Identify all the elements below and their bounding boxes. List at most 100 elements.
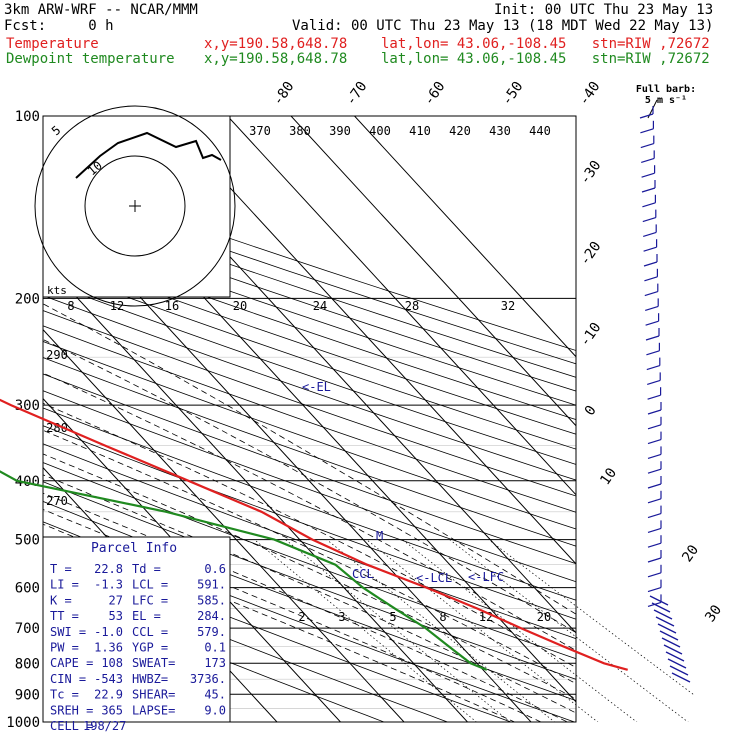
isotherm-line: [290, 116, 576, 427]
wind-barb-icon: [669, 665, 689, 676]
dry-adiabat: [43, 481, 576, 680]
isotherm-label: -50: [499, 79, 527, 109]
moist-adiabat: [43, 509, 542, 722]
mixing-ratio-label: 2: [298, 610, 305, 624]
wind-barb-icon: [647, 557, 662, 563]
wind-barb-icon: [671, 672, 691, 683]
parcel-info-label: LAPSE=: [132, 703, 175, 717]
wind-barb-icon: [643, 261, 658, 267]
hodograph-ring-10: [34, 105, 236, 307]
parcel-info-value: 3736.: [190, 672, 226, 686]
parcel-info-value: 0.6: [204, 562, 226, 576]
wind-barb-icon: [657, 623, 677, 634]
isotherm-line: [43, 397, 342, 722]
isotherm-line: [163, 116, 576, 565]
dry-adiabat: [43, 357, 576, 547]
parcel-info-label: SWI =: [50, 625, 86, 639]
wind-barb-icon: [645, 335, 660, 341]
dry-adiabat: [43, 390, 576, 583]
dry-adiabat: [43, 500, 576, 702]
annotation-lcl: <-LCL: [416, 571, 452, 585]
wind-barb-icon: [649, 595, 669, 606]
annotation-ccl: CCL: [352, 567, 374, 581]
wind-barb-icon: [659, 630, 679, 641]
moist-adiabat: [43, 402, 576, 669]
wind-barb-icon: [646, 350, 660, 356]
parcel-info-value: 579.: [197, 625, 226, 639]
temperature-profile: [0, 398, 628, 671]
wind-barb-icon: [647, 498, 662, 504]
pressure-tick-label: 500: [15, 533, 40, 549]
wind-barb-icon: [647, 483, 662, 489]
dry-adiabat: [43, 211, 576, 392]
wind-barb-icon: [643, 231, 657, 237]
parcel-info-label: SREH =: [50, 703, 93, 717]
parcel-info-label: CAPE =: [50, 656, 93, 670]
isotherm-label: 10: [597, 465, 620, 488]
moist-adiabat: [43, 372, 576, 651]
isotherm-line: [43, 259, 469, 722]
init-time: Init: 00 UTC Thu 23 May 13: [494, 2, 714, 18]
parcel-info-value: 585.: [197, 593, 226, 607]
annotation-el: <-EL: [302, 380, 331, 394]
parcel-info-title: Parcel Info: [91, 541, 177, 556]
mixing-ratio-label: 5: [389, 610, 396, 624]
isotherm-label: -10: [577, 320, 605, 350]
parcel-info-label: PW =: [50, 641, 79, 655]
wind-barb-icon: [644, 276, 658, 282]
isotherm-label: -60: [421, 79, 449, 109]
mixing-ratio-line: [366, 539, 599, 722]
pressure-tick-label: 800: [15, 656, 40, 672]
temperature-legend: Temperature: [6, 36, 99, 52]
parcel-info-value: 591.: [197, 578, 226, 592]
parcel-info-value: 173: [204, 656, 226, 670]
moist-adiabat: [43, 339, 576, 634]
wind-barb-icon: [645, 320, 659, 326]
pressure-tick-label: 900: [15, 687, 40, 703]
dry-adiabat: [43, 425, 576, 620]
mixing-ratio-label: 24: [313, 299, 327, 313]
wind-barb-icon: [647, 424, 662, 430]
dry-adiabat: [43, 198, 576, 378]
theta-label: 370: [249, 124, 271, 138]
isotherm-label: 0: [582, 403, 600, 419]
wind-barb-icon: [641, 187, 656, 193]
parcel-info-label: HWBZ=: [132, 672, 168, 686]
mixing-ratio-label: 12: [110, 299, 124, 313]
dry-adiabat: [43, 252, 576, 435]
dry-adiabat: [43, 586, 386, 722]
dry-adiabat: [43, 310, 576, 497]
isotherm-label: -70: [343, 79, 371, 109]
wind-barb-icon: [653, 609, 673, 620]
dry-adiabat: [43, 325, 576, 513]
theta-label: 440: [529, 124, 551, 138]
mixing-ratio-line: [449, 539, 689, 722]
wind-barb-icon: [647, 439, 662, 445]
valid-time: Valid: 00 UTC Thu 23 May 13 (18 MDT Wed …: [292, 18, 714, 34]
parcel-info-value: 45.: [204, 688, 226, 702]
parcel-info-value: 22.8: [94, 562, 123, 576]
wind-barb-icon: [641, 157, 655, 163]
mixing-ratio-label: 3: [338, 610, 345, 624]
wind-barb-icon: [647, 409, 662, 415]
isotherm-label: 20: [679, 542, 702, 565]
mixing-ratio-line: [326, 539, 556, 722]
isotherm-label: 30: [702, 602, 725, 625]
isotherm-label: -80: [270, 79, 298, 109]
isotherm-label: -30: [577, 158, 605, 188]
theta-label: 270: [46, 494, 68, 508]
parcel-info-label: LI =: [50, 578, 79, 592]
parcel-info-value: 9.0: [204, 703, 226, 717]
dewpoint-legend: Dewpoint temperature: [6, 51, 175, 67]
dry-adiabat: [43, 280, 576, 465]
mixing-ratio-label: 8: [439, 610, 446, 624]
wind-barb-icon: [651, 602, 671, 613]
parcel-info-box: [42, 536, 231, 723]
theta-label: 420: [449, 124, 471, 138]
wind-barb-icon: [644, 291, 658, 297]
mixing-ratio-line: [488, 539, 695, 697]
dewpoint-profile: [0, 470, 488, 671]
moist-adiabat: [43, 453, 576, 700]
